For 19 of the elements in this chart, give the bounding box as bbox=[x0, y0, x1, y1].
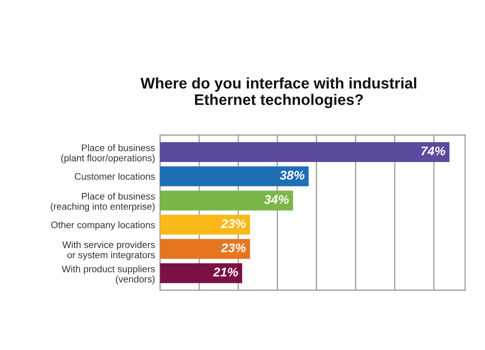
bar bbox=[160, 190, 294, 210]
data-label: 23% bbox=[220, 219, 246, 228]
bar bbox=[160, 263, 242, 284]
bar bbox=[160, 166, 309, 186]
data-label: 34% bbox=[264, 195, 289, 204]
data-label: 38% bbox=[280, 170, 304, 180]
y-tick-label: With product suppliers (vendors) bbox=[62, 265, 155, 284]
y-tick-label: With service providers or system integrators bbox=[62, 241, 155, 260]
bar bbox=[160, 214, 250, 235]
y-tick-label: Place of business (reaching into enterprise) bbox=[50, 192, 155, 212]
y-tick-label: Other company locations bbox=[51, 221, 155, 230]
bar bbox=[160, 142, 450, 162]
y-tick-label: Place of business (plant floor/operations) bbox=[61, 144, 155, 164]
data-label: 21% bbox=[213, 268, 238, 276]
y-tick-label: Customer locations bbox=[74, 172, 155, 180]
data-label: 74% bbox=[421, 146, 446, 156]
bar bbox=[160, 239, 250, 259]
chart-title: Where do you interface with industrial Ethernet technologies? bbox=[140, 77, 416, 108]
data-label: 23% bbox=[220, 243, 246, 252]
